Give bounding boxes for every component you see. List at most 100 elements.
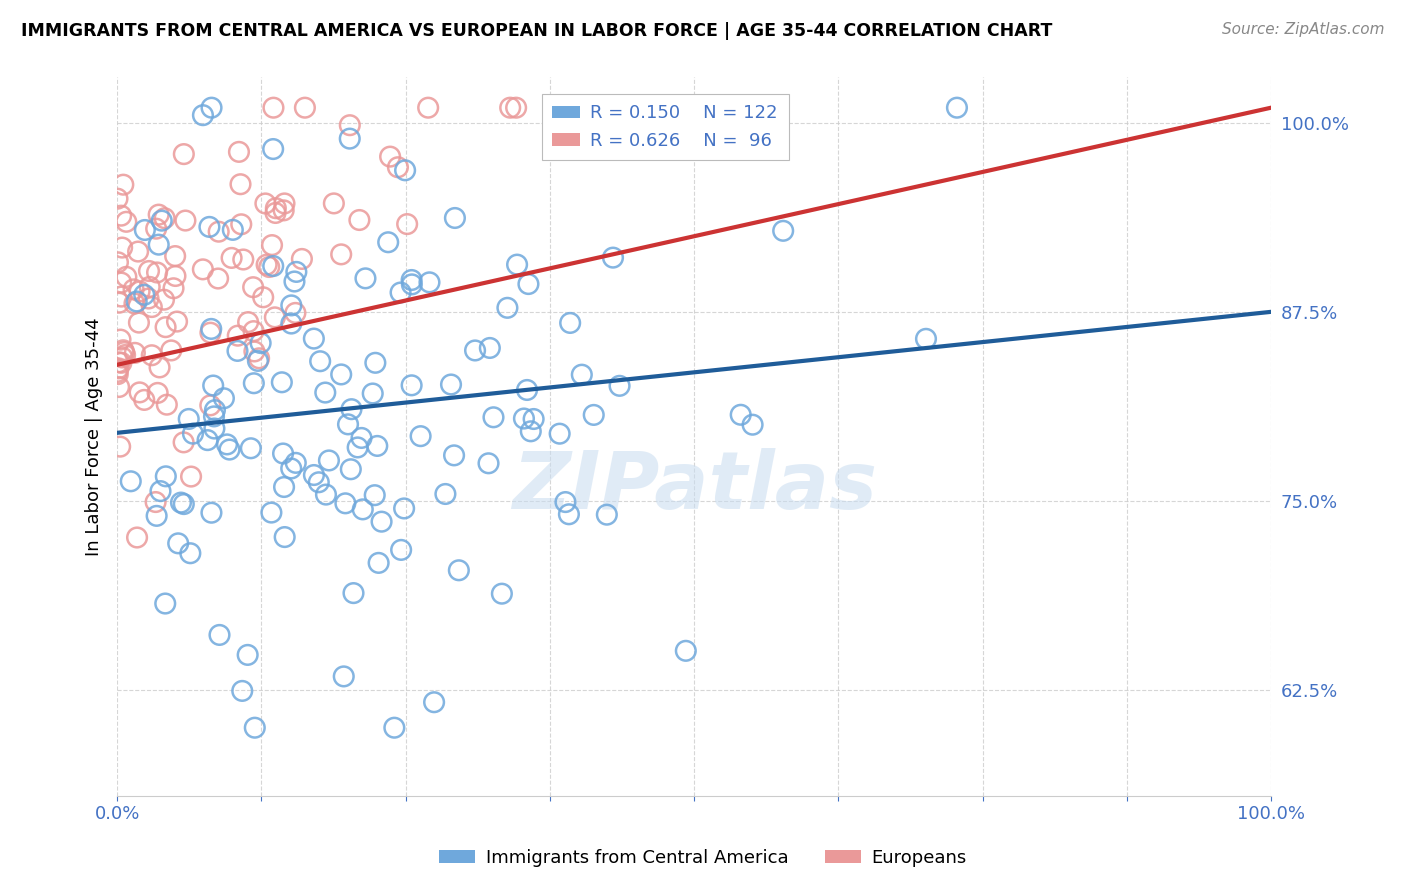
Y-axis label: In Labor Force | Age 35-44: In Labor Force | Age 35-44 (86, 318, 103, 556)
Point (107, 192, 129, 206)
Point (350, 431, 373, 445)
Point (280, 298, 302, 312)
Point (112, 345, 135, 359)
Point (280, 317, 302, 331)
Point (506, 258, 529, 272)
Point (228, 145, 250, 159)
Point (179, 546, 201, 560)
Point (173, 435, 195, 450)
Point (207, 271, 229, 285)
Point (572, 101, 595, 115)
Point (226, 328, 249, 343)
Point (138, 280, 160, 294)
Point (340, 462, 363, 476)
Point (335, 496, 357, 510)
Point (496, 301, 519, 315)
Point (212, 391, 235, 405)
Point (364, 356, 387, 370)
Point (252, 290, 274, 304)
Point (270, 376, 292, 390)
Point (354, 271, 377, 285)
Point (111, 351, 134, 365)
Point (108, 440, 131, 454)
Text: ZIPatlas: ZIPatlas (512, 448, 877, 526)
Point (915, 332, 938, 346)
Point (302, 332, 325, 346)
Point (170, 495, 193, 509)
Point (110, 289, 132, 303)
Point (110, 356, 132, 370)
Point (582, 408, 605, 422)
Point (285, 265, 308, 279)
Point (155, 320, 177, 334)
Point (477, 456, 499, 470)
Point (482, 410, 505, 425)
Point (280, 461, 302, 475)
Point (444, 211, 467, 225)
Point (107, 255, 129, 269)
Point (239, 442, 262, 456)
Point (120, 475, 142, 489)
Point (294, 101, 316, 115)
Point (122, 282, 145, 296)
Point (520, 425, 543, 439)
Point (322, 196, 344, 211)
Point (146, 265, 169, 279)
Point (149, 484, 172, 499)
Point (340, 402, 363, 417)
Text: IMMIGRANTS FROM CENTRAL AMERICA VS EUROPEAN IN LABOR FORCE | AGE 35-44 CORRELATI: IMMIGRANTS FROM CENTRAL AMERICA VS EUROP… (21, 22, 1053, 40)
Point (128, 385, 150, 400)
Point (392, 501, 415, 516)
Point (401, 273, 423, 287)
Point (112, 178, 135, 192)
Point (107, 361, 129, 376)
Point (256, 258, 278, 272)
Text: Source: ZipAtlas.com: Source: ZipAtlas.com (1222, 22, 1385, 37)
Point (191, 108, 214, 122)
Point (155, 597, 177, 611)
Point (302, 468, 325, 483)
Point (134, 392, 156, 407)
Point (167, 536, 190, 550)
Point (434, 487, 457, 501)
Point (110, 209, 132, 223)
Point (138, 264, 160, 278)
Point (346, 441, 368, 455)
Point (146, 385, 169, 400)
Point (447, 563, 470, 577)
Point (440, 377, 463, 392)
Point (315, 487, 337, 501)
Point (273, 530, 295, 544)
Point (191, 262, 214, 277)
Point (181, 426, 204, 441)
Point (513, 411, 536, 425)
Point (946, 101, 969, 115)
Point (173, 147, 195, 161)
Point (499, 101, 522, 115)
Point (153, 293, 176, 307)
Point (409, 429, 432, 443)
Point (367, 556, 389, 570)
Point (200, 322, 222, 336)
Point (443, 448, 465, 462)
Point (236, 315, 259, 329)
Point (361, 386, 384, 401)
Point (254, 196, 277, 211)
Point (200, 506, 222, 520)
Point (505, 101, 527, 115)
Point (264, 206, 287, 220)
Point (609, 379, 631, 393)
Point (200, 101, 222, 115)
Point (141, 300, 163, 314)
Point (125, 531, 148, 545)
Point (370, 515, 392, 529)
Point (150, 213, 173, 227)
Point (337, 417, 360, 432)
Point (318, 453, 340, 467)
Point (112, 343, 135, 358)
Point (308, 475, 330, 490)
Point (231, 217, 253, 231)
Point (284, 456, 307, 470)
Point (249, 336, 271, 351)
Point (125, 294, 148, 309)
